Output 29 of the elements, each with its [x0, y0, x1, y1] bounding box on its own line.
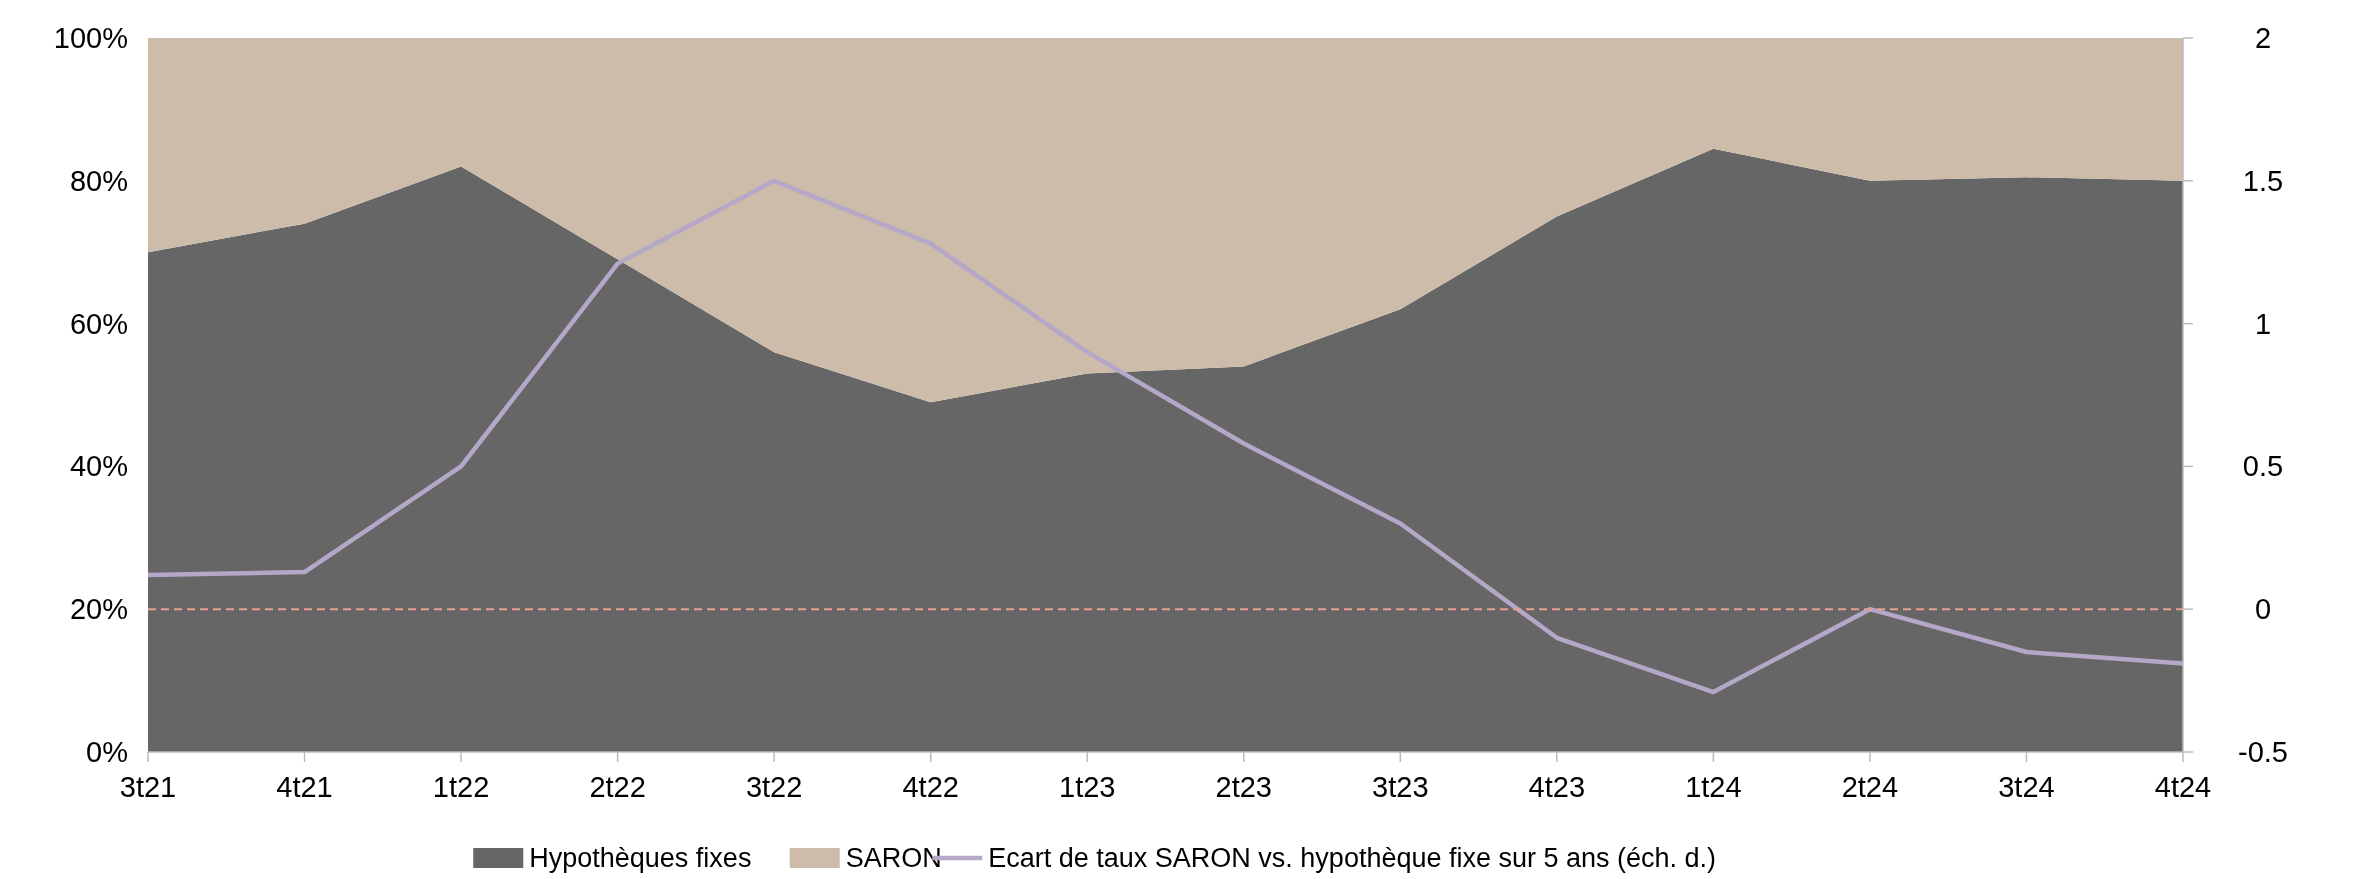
y-tick-label: 80%	[69, 164, 128, 197]
x-tick-label: 4t22	[902, 771, 959, 803]
x-tick-label: 3t23	[1372, 771, 1429, 803]
x-tick-label: 4t24	[2154, 771, 2212, 803]
x-tick-label: 1t22	[432, 771, 490, 803]
x-tick-label: 3t22	[745, 771, 803, 803]
y2-tick-label: 1.5	[2242, 164, 2284, 197]
x-tick-label: 4t21	[276, 771, 333, 803]
x-tick-label: 2t24	[1841, 771, 1899, 803]
x-tick-label: 1t24	[1685, 771, 1742, 803]
x-tick-label: 4t23	[1528, 771, 1586, 803]
y-tick-label: 40%	[69, 450, 128, 483]
y-tick-label: 0%	[86, 736, 128, 768]
y2-tick-label: 2	[2254, 22, 2272, 54]
y2-tick-label: 0	[2254, 593, 2272, 626]
x-tick-label: 2t22	[589, 771, 646, 803]
legend-label: Ecart de taux SARON vs. hypothèque fixe sur 5 ans (éch. d.)	[988, 843, 1717, 873]
legend-label: SARON	[845, 843, 942, 873]
x-tick-label: 3t24	[1998, 771, 2055, 803]
y2-tick-label: -0.5	[2238, 736, 2288, 768]
legend-label: Hypothèques fixes	[529, 843, 752, 873]
y2-tick-label: 1	[2254, 307, 2272, 340]
y-tick-label: 60%	[69, 307, 128, 340]
y-tick-label: 20%	[69, 593, 128, 626]
x-tick-label: 3t21	[119, 771, 177, 803]
x-tick-label: 2t23	[1215, 771, 1272, 803]
x-tick-label: 1t23	[1059, 771, 1116, 803]
y2-tick-label: 0.5	[2242, 450, 2284, 483]
y-tick-label: 100%	[53, 22, 128, 54]
